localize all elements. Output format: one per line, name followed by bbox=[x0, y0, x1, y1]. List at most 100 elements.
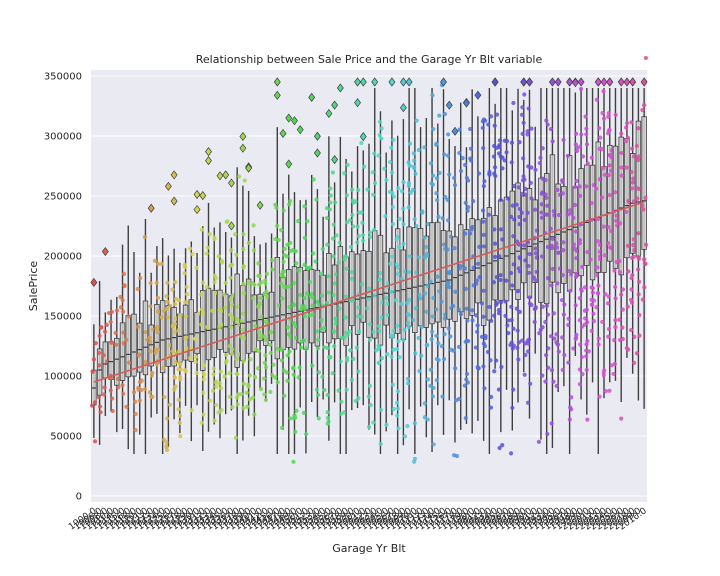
data-point bbox=[282, 393, 287, 398]
box-group bbox=[491, 77, 500, 374]
data-point bbox=[502, 138, 507, 143]
data-point bbox=[521, 156, 526, 161]
data-point bbox=[561, 240, 566, 245]
data-point bbox=[462, 162, 468, 168]
data-point bbox=[402, 434, 408, 439]
data-point bbox=[154, 347, 159, 352]
data-point bbox=[291, 372, 296, 377]
data-point bbox=[595, 239, 601, 244]
data-point bbox=[407, 163, 412, 168]
data-point bbox=[108, 388, 113, 393]
data-point bbox=[491, 143, 497, 149]
data-point bbox=[601, 224, 606, 229]
box bbox=[521, 195, 527, 284]
data-point bbox=[499, 364, 504, 370]
box-group bbox=[89, 277, 98, 444]
outlier-marker bbox=[239, 131, 247, 142]
data-point bbox=[551, 379, 556, 384]
data-point bbox=[613, 112, 618, 118]
data-point bbox=[275, 346, 280, 351]
data-point bbox=[241, 265, 246, 270]
data-point bbox=[395, 271, 401, 277]
data-point bbox=[504, 150, 509, 155]
data-point bbox=[549, 243, 554, 248]
data-point bbox=[545, 122, 550, 127]
data-point bbox=[642, 257, 647, 262]
outlier-marker bbox=[291, 116, 298, 126]
data-point bbox=[636, 126, 641, 131]
data-point bbox=[584, 126, 589, 131]
data-point bbox=[534, 228, 540, 233]
data-point bbox=[233, 232, 238, 237]
data-point bbox=[154, 326, 159, 331]
data-point bbox=[256, 329, 262, 334]
data-point bbox=[584, 342, 589, 347]
data-point bbox=[326, 290, 331, 295]
data-point bbox=[93, 341, 98, 346]
data-point bbox=[636, 292, 641, 297]
data-point bbox=[436, 358, 441, 363]
data-point bbox=[634, 351, 640, 356]
data-point bbox=[399, 189, 405, 194]
data-point bbox=[561, 312, 566, 317]
outlier-marker bbox=[445, 100, 453, 110]
data-point bbox=[543, 192, 548, 197]
data-point bbox=[636, 279, 642, 284]
data-point bbox=[199, 307, 205, 312]
data-point bbox=[275, 380, 280, 385]
data-point bbox=[430, 314, 435, 319]
data-point bbox=[424, 309, 429, 314]
data-point bbox=[229, 248, 234, 253]
data-point bbox=[124, 337, 129, 342]
box bbox=[159, 300, 166, 374]
data-point bbox=[159, 261, 164, 266]
data-point bbox=[269, 258, 275, 263]
data-point bbox=[565, 153, 570, 159]
data-point bbox=[362, 164, 367, 169]
data-point bbox=[219, 258, 224, 264]
data-point bbox=[525, 129, 530, 134]
box-group bbox=[96, 281, 104, 445]
data-point bbox=[376, 360, 381, 365]
data-point bbox=[630, 180, 635, 185]
data-point bbox=[516, 288, 521, 294]
data-point bbox=[241, 291, 246, 296]
data-point bbox=[147, 390, 152, 395]
data-point bbox=[276, 303, 282, 308]
data-point bbox=[228, 324, 234, 329]
data-point bbox=[360, 232, 366, 238]
data-point bbox=[540, 325, 545, 330]
data-point bbox=[491, 280, 496, 285]
data-point bbox=[365, 306, 370, 311]
box bbox=[549, 154, 556, 283]
data-point bbox=[462, 383, 467, 388]
data-point bbox=[338, 359, 343, 364]
data-point bbox=[262, 334, 267, 339]
outlier-marker bbox=[440, 77, 447, 87]
data-point bbox=[402, 327, 407, 332]
data-point bbox=[510, 203, 515, 208]
data-point bbox=[468, 231, 473, 236]
chart-title: Relationship between Sale Price and the … bbox=[196, 53, 543, 66]
data-point bbox=[298, 292, 303, 298]
data-point bbox=[560, 272, 565, 278]
data-point bbox=[133, 427, 138, 433]
data-point bbox=[550, 139, 555, 144]
data-point bbox=[502, 158, 507, 163]
outlier-marker bbox=[623, 77, 631, 87]
data-point bbox=[594, 305, 599, 310]
data-point bbox=[280, 296, 285, 301]
data-point bbox=[540, 146, 545, 151]
box bbox=[245, 278, 252, 354]
data-point bbox=[614, 213, 619, 218]
data-point bbox=[304, 346, 309, 351]
data-point bbox=[600, 110, 605, 116]
box-group bbox=[124, 225, 132, 450]
data-point bbox=[428, 161, 434, 166]
data-point bbox=[204, 284, 209, 290]
data-point bbox=[636, 231, 641, 236]
data-point bbox=[417, 368, 422, 374]
data-point bbox=[385, 301, 391, 306]
data-point bbox=[454, 453, 460, 459]
data-point bbox=[517, 206, 522, 212]
